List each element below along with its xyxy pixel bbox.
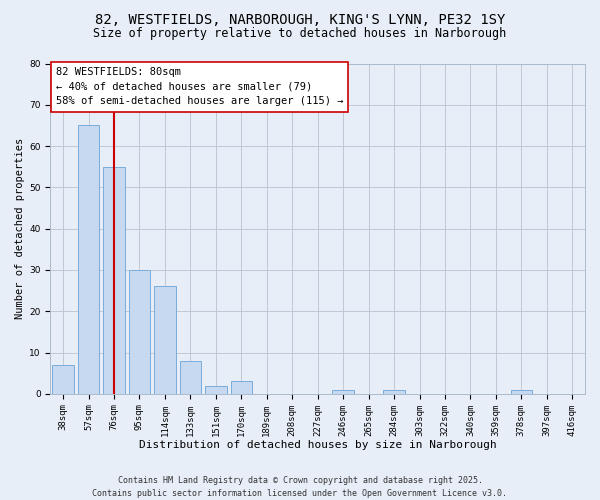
Text: Size of property relative to detached houses in Narborough: Size of property relative to detached ho… (94, 28, 506, 40)
Bar (511, 390, 532, 394)
Bar (128, 270, 151, 394)
Text: Contains HM Land Registry data © Crown copyright and database right 2025.
Contai: Contains HM Land Registry data © Crown c… (92, 476, 508, 498)
Bar (230, 382, 252, 394)
Bar (383, 390, 405, 394)
Bar (154, 286, 176, 394)
Bar (78, 126, 100, 394)
Bar (52, 365, 74, 394)
Bar (205, 386, 227, 394)
Bar (103, 166, 125, 394)
Bar (179, 361, 201, 394)
X-axis label: Distribution of detached houses by size in Narborough: Distribution of detached houses by size … (139, 440, 497, 450)
Bar (332, 390, 354, 394)
Y-axis label: Number of detached properties: Number of detached properties (15, 138, 25, 320)
Text: 82, WESTFIELDS, NARBOROUGH, KING'S LYNN, PE32 1SY: 82, WESTFIELDS, NARBOROUGH, KING'S LYNN,… (95, 12, 505, 26)
Text: 82 WESTFIELDS: 80sqm
← 40% of detached houses are smaller (79)
58% of semi-detac: 82 WESTFIELDS: 80sqm ← 40% of detached h… (56, 67, 343, 106)
